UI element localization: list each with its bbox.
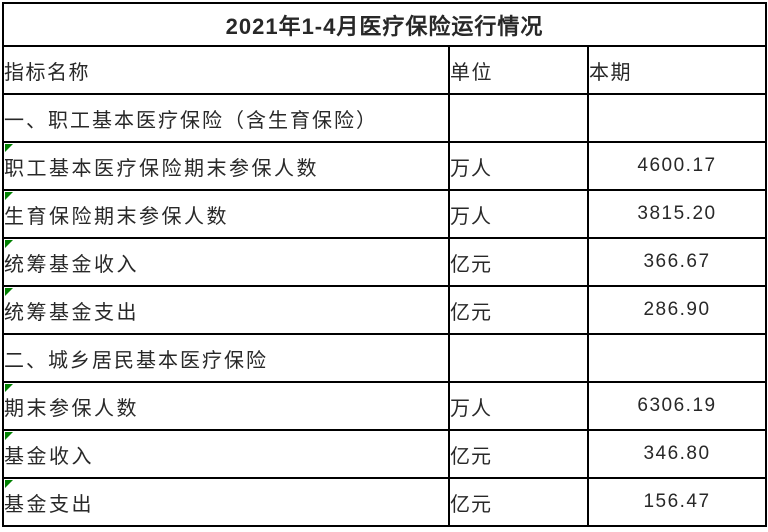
cell-flag-icon bbox=[5, 432, 13, 440]
table-row: 统筹基金收入 亿元 366.67 bbox=[2, 237, 768, 287]
header-row: 指标名称 单位 本期 bbox=[2, 45, 768, 95]
indicator-label: 基金支出 bbox=[4, 493, 94, 516]
unit-cell: 亿元 bbox=[448, 285, 589, 335]
value-cell: 4600.17 bbox=[586, 141, 768, 191]
empty-cell bbox=[586, 333, 768, 383]
indicator-label: 统筹基金收入 bbox=[4, 253, 139, 276]
cell-flag-icon bbox=[5, 288, 13, 296]
section-heading-row: 一、职工基本医疗保险（含生育保险） bbox=[2, 93, 768, 143]
value-cell: 156.47 bbox=[586, 477, 768, 527]
cell-flag-icon bbox=[5, 192, 13, 200]
title-row: 2021年1-4月医疗保险运行情况 bbox=[1, 2, 768, 47]
cell-flag-icon bbox=[5, 144, 13, 152]
column-header-indicator: 指标名称 bbox=[2, 45, 450, 95]
value-cell: 366.67 bbox=[586, 237, 768, 287]
table-row: 统筹基金支出 亿元 286.90 bbox=[2, 285, 768, 335]
value-cell: 6306.19 bbox=[586, 381, 768, 431]
unit-cell: 亿元 bbox=[448, 429, 589, 479]
unit-cell: 万人 bbox=[448, 141, 589, 191]
table-row: 生育保险期末参保人数 万人 3815.20 bbox=[2, 189, 768, 239]
column-header-unit: 单位 bbox=[448, 45, 589, 95]
indicator-label: 统筹基金支出 bbox=[4, 301, 139, 324]
table-row: 基金收入 亿元 346.80 bbox=[2, 429, 768, 479]
section-2-heading: 二、城乡居民基本医疗保险 bbox=[2, 333, 450, 383]
unit-cell: 万人 bbox=[448, 189, 589, 239]
value-cell: 3815.20 bbox=[586, 189, 768, 239]
indicator-label: 职工基本医疗保险期末参保人数 bbox=[4, 157, 319, 180]
cell-flag-icon bbox=[5, 384, 13, 392]
value-cell: 346.80 bbox=[586, 429, 768, 479]
indicator-label: 基金收入 bbox=[4, 445, 94, 468]
empty-cell bbox=[448, 93, 589, 143]
empty-cell bbox=[448, 333, 589, 383]
empty-cell bbox=[586, 93, 768, 143]
unit-cell: 亿元 bbox=[448, 237, 589, 287]
section-heading-row: 二、城乡居民基本医疗保险 bbox=[2, 333, 768, 383]
indicator-label: 生育保险期末参保人数 bbox=[4, 205, 229, 228]
table-row: 期末参保人数 万人 6306.19 bbox=[2, 381, 768, 431]
cell-flag-icon bbox=[5, 240, 13, 248]
table-row: 基金支出 亿元 156.47 bbox=[2, 477, 768, 527]
column-header-period: 本期 bbox=[586, 45, 768, 95]
table-title: 2021年1-4月医疗保险运行情况 bbox=[1, 2, 768, 47]
cell-flag-icon bbox=[5, 480, 13, 488]
unit-cell: 万人 bbox=[448, 381, 589, 431]
indicator-label: 期末参保人数 bbox=[4, 397, 139, 420]
section-1-heading: 一、职工基本医疗保险（含生育保险） bbox=[2, 93, 450, 143]
table-row: 职工基本医疗保险期末参保人数 万人 4600.17 bbox=[2, 141, 768, 191]
unit-cell: 亿元 bbox=[448, 477, 589, 527]
value-cell: 286.90 bbox=[586, 285, 768, 335]
